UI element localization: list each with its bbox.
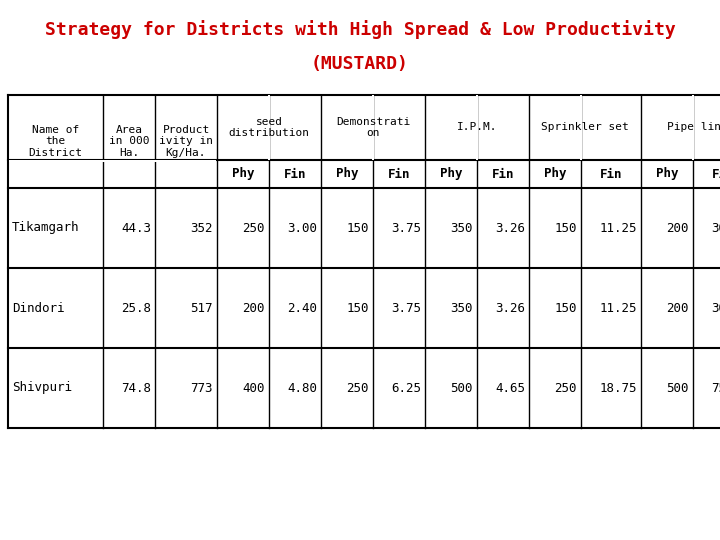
Text: Phy: Phy (440, 167, 462, 180)
Text: Area
in 000
Ha.: Area in 000 Ha. (109, 125, 149, 158)
Text: Fin: Fin (388, 167, 410, 180)
Text: 4.65: 4.65 (495, 381, 525, 395)
Text: Phy: Phy (656, 167, 678, 180)
Text: 3.26: 3.26 (495, 221, 525, 234)
Text: 350: 350 (451, 221, 473, 234)
Bar (372, 95, 374, 160)
Text: Fin: Fin (284, 167, 306, 180)
Text: 3.75: 3.75 (391, 221, 421, 234)
Text: 150: 150 (346, 221, 369, 234)
Bar (580, 95, 582, 160)
Text: Sprinkler set: Sprinkler set (541, 123, 629, 132)
Text: 30.00: 30.00 (711, 221, 720, 234)
Text: 2.40: 2.40 (287, 301, 317, 314)
Text: 3.75: 3.75 (391, 301, 421, 314)
Text: 400: 400 (243, 381, 265, 395)
Text: 6.25: 6.25 (391, 381, 421, 395)
Text: 75.00: 75.00 (711, 381, 720, 395)
Text: Phy: Phy (232, 167, 254, 180)
Text: Phy: Phy (544, 167, 566, 180)
Text: 3.26: 3.26 (495, 301, 525, 314)
Text: Tikamgarh: Tikamgarh (12, 221, 79, 234)
Text: 150: 150 (554, 301, 577, 314)
Text: 11.25: 11.25 (600, 221, 637, 234)
Text: 500: 500 (451, 381, 473, 395)
Text: 44.3: 44.3 (121, 221, 151, 234)
Text: 200: 200 (667, 221, 689, 234)
Text: Demonstrati
on: Demonstrati on (336, 117, 410, 138)
Text: 3.00: 3.00 (287, 221, 317, 234)
Text: 11.25: 11.25 (600, 301, 637, 314)
Text: 150: 150 (346, 301, 369, 314)
Text: 200: 200 (667, 301, 689, 314)
Text: 150: 150 (554, 221, 577, 234)
Text: 350: 350 (451, 301, 473, 314)
Text: Dindori: Dindori (12, 301, 65, 314)
Text: 18.75: 18.75 (600, 381, 637, 395)
Text: 250: 250 (243, 221, 265, 234)
Text: 250: 250 (554, 381, 577, 395)
Text: Fin: Fin (492, 167, 514, 180)
Text: 352: 352 (191, 221, 213, 234)
Text: Shivpuri: Shivpuri (12, 381, 72, 395)
Text: 517: 517 (191, 301, 213, 314)
Text: 25.8: 25.8 (121, 301, 151, 314)
Bar (692, 95, 694, 160)
Text: Product
ivity in
Kg/Ha.: Product ivity in Kg/Ha. (159, 125, 213, 158)
Text: Pipe line: Pipe line (667, 123, 720, 132)
Text: (MUSTARD): (MUSTARD) (311, 55, 409, 73)
Text: Phy: Phy (336, 167, 359, 180)
Text: seed
distribution: seed distribution (228, 117, 310, 138)
Bar (268, 95, 270, 160)
Text: Fin: Fin (600, 167, 622, 180)
Text: 200: 200 (243, 301, 265, 314)
Text: 250: 250 (346, 381, 369, 395)
Text: Name of
the
District: Name of the District (29, 125, 83, 158)
Text: 4.80: 4.80 (287, 381, 317, 395)
Bar (9, 160, 216, 161)
Bar (476, 95, 478, 160)
Text: Fin: Fin (712, 167, 720, 180)
Text: 773: 773 (191, 381, 213, 395)
Text: 30.00: 30.00 (711, 301, 720, 314)
Text: I.P.M.: I.P.M. (456, 123, 498, 132)
Text: 74.8: 74.8 (121, 381, 151, 395)
Text: Strategy for Districts with High Spread & Low Productivity: Strategy for Districts with High Spread … (45, 20, 675, 39)
Text: 500: 500 (667, 381, 689, 395)
